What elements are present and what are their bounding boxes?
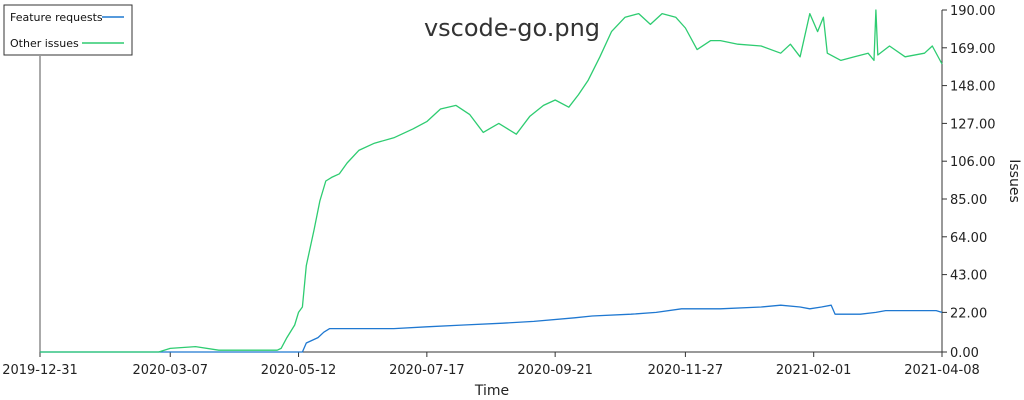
y-tick-label: 127.00 — [950, 117, 996, 132]
series-group — [40, 9, 943, 353]
x-tick-label: 2021-02-01 — [776, 363, 852, 378]
x-tick-label: 2020-03-07 — [132, 363, 208, 378]
y-tick-label: 169.00 — [950, 42, 996, 57]
y-tick-label: 106.00 — [950, 155, 996, 170]
legend-box — [3, 4, 133, 56]
x-tick-label: 2020-07-17 — [389, 363, 465, 378]
y-tick-label: 22.00 — [950, 306, 987, 321]
x-tick-label: 2020-09-21 — [517, 363, 593, 378]
y-tick-label: 85.00 — [950, 193, 987, 208]
series-line-feature-requests — [40, 304, 943, 353]
x-tick-label: 2020-11-27 — [648, 363, 724, 378]
x-axis-label: Time — [474, 383, 509, 399]
y-tick-label: 148.00 — [950, 80, 996, 95]
y-tick-label: 190.00 — [950, 4, 996, 19]
legend: Feature requests Other issues — [3, 4, 133, 56]
y-axis-label: Issues — [1006, 159, 1022, 203]
series-line-other-issues — [40, 9, 943, 353]
y-tick-label: 43.00 — [950, 269, 987, 284]
chart-title: vscode-go.png — [424, 14, 600, 42]
y-tick-label: 64.00 — [950, 231, 987, 246]
x-tick-label: 2019-12-31 — [2, 363, 78, 378]
x-tick-label: 2020-05-12 — [261, 363, 337, 378]
legend-label-feature-requests: Feature requests — [10, 11, 103, 24]
y-tick-label: 0.00 — [950, 346, 979, 361]
x-tick-label: 2021-04-08 — [904, 363, 980, 378]
y-tick-group: 0.00 22.00 43.00 64.00 85.00 106.00 127.00 148.… — [942, 4, 996, 361]
x-tick-group: 2019-12-31 2020-03-07 2020-05-12 2020-07-17… — [2, 352, 980, 378]
legend-label-other-issues: Other issues — [10, 37, 79, 50]
